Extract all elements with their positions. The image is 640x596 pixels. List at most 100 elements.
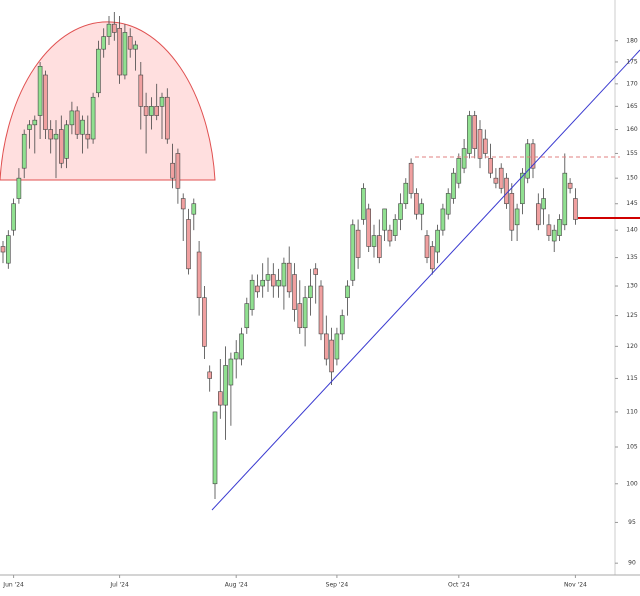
candle-body [424,235,430,258]
candles [0,11,578,499]
candle-body [350,224,356,281]
candle-body [419,203,425,215]
candle-body [207,371,212,379]
candle-body [265,274,271,281]
candle-body [180,198,186,210]
candle-body [318,285,324,335]
y-tick-label: 180 [626,37,638,44]
candle-body [69,110,75,126]
candle-body [551,229,557,242]
candle-body [0,246,6,253]
y-tick-label: 115 [626,375,638,382]
candle-body [165,96,170,140]
candle-body [467,115,472,154]
candle-body [451,172,456,199]
x-tick-label: Jun '24 [2,582,24,589]
candle-body [260,279,266,287]
candle-body [249,279,255,310]
candle-body [472,115,478,149]
trend-line [211,49,640,511]
candle-body [58,129,64,164]
candle-body [228,358,234,386]
y-tick-label: 100 [626,480,638,487]
y-tick-label: 135 [626,254,638,261]
candle-body [16,177,22,199]
candle-body [557,219,562,236]
candle-body [493,177,499,184]
candle-body [387,229,393,242]
candle-body [127,36,133,50]
candle-body [520,172,525,205]
y-tick-label: 140 [626,227,638,234]
candle-body [138,74,144,107]
candle-body [255,285,260,293]
candle-body [371,235,377,247]
candle-body [498,167,504,189]
y-tick-label: 125 [626,312,638,319]
candle-body [456,158,462,184]
candle-body [122,32,128,76]
candle-body [461,148,467,169]
candle-body [27,124,32,130]
candle-body [53,133,59,140]
candle-body [514,208,520,226]
candle-body [429,246,435,270]
candle-body [355,229,361,258]
candle-body [133,44,138,50]
candle-body [191,203,197,215]
candle-body [366,208,372,247]
candle-body [376,235,382,258]
candle-body [509,193,515,231]
candle-body [482,138,488,154]
candle-body [535,203,541,226]
candle-body [170,162,175,179]
candle-body [85,133,91,140]
candle-body [117,27,122,76]
candle-body [64,124,69,159]
candle-body [218,391,223,406]
candle-body [101,36,106,50]
candle-body [525,143,531,179]
candle-body [32,119,38,126]
candle-body [573,198,578,220]
candle-body [339,315,345,335]
candle-body [149,106,154,116]
candle-body [21,133,27,169]
candle-body [112,23,117,33]
x-tick-label: Sep '24 [326,582,349,589]
candle-body [80,119,85,135]
y-tick-label: 90 [628,560,636,567]
candle-body [488,158,493,174]
candle-body [567,182,573,189]
candle-body [233,352,239,360]
candle-body [6,235,11,264]
candle-body [11,203,16,231]
x-tick-label: Aug '24 [225,582,248,589]
candle-body [382,208,387,231]
y-tick-label: 120 [626,343,638,350]
x-tick-label: Jul '24 [109,582,129,589]
candle-body [223,365,228,406]
candle-body [276,279,281,287]
candle-body [159,96,165,107]
candle-body [292,274,297,310]
candle-body [48,129,54,140]
candle-body [37,66,43,116]
candle-body [392,219,398,236]
candle-body [504,177,509,205]
candle-body [90,96,96,140]
candle-body [477,129,483,159]
y-tick-label: 170 [626,80,638,87]
y-tick-label: 165 [626,103,638,110]
candle-body [143,106,149,116]
candle-body [302,297,308,329]
candle-body [361,187,366,220]
candle-body [281,262,287,287]
x-tick-label: Nov '24 [564,582,587,589]
y-tick-label: 110 [626,408,638,415]
candle-body [313,268,319,275]
candle-body [270,274,276,287]
candle-body [43,74,48,130]
candle-body [202,297,207,347]
